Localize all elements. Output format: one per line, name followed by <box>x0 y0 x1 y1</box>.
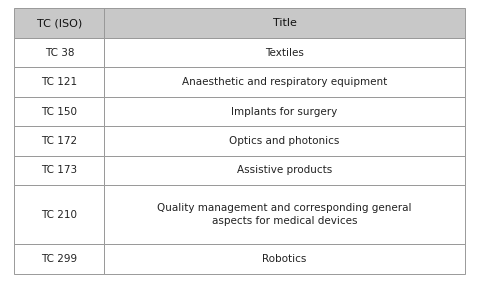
Bar <box>14 244 104 274</box>
Bar <box>104 185 465 244</box>
Text: TC 38: TC 38 <box>45 48 74 58</box>
Bar <box>104 8 465 38</box>
Bar <box>14 67 104 97</box>
Text: Robotics: Robotics <box>262 254 307 264</box>
Bar <box>14 126 104 156</box>
Text: TC 299: TC 299 <box>41 254 78 264</box>
Bar <box>104 97 465 126</box>
Text: Textiles: Textiles <box>265 48 304 58</box>
Bar <box>14 38 104 67</box>
Text: Quality management and corresponding general
aspects for medical devices: Quality management and corresponding gen… <box>157 203 412 226</box>
Bar <box>14 156 104 185</box>
Bar <box>104 244 465 274</box>
Text: Implants for surgery: Implants for surgery <box>231 107 338 116</box>
Bar <box>104 38 465 67</box>
Text: Anaesthetic and respiratory equipment: Anaesthetic and respiratory equipment <box>182 77 387 87</box>
Bar <box>14 185 104 244</box>
Bar <box>104 156 465 185</box>
Text: TC (ISO): TC (ISO) <box>37 18 82 28</box>
Text: Assistive products: Assistive products <box>237 166 332 175</box>
Bar <box>104 126 465 156</box>
Text: TC 121: TC 121 <box>41 77 78 87</box>
Text: TC 172: TC 172 <box>41 136 78 146</box>
Bar <box>104 67 465 97</box>
Bar <box>14 8 104 38</box>
Text: TC 150: TC 150 <box>41 107 78 116</box>
Text: TC 210: TC 210 <box>41 210 78 220</box>
Bar <box>14 97 104 126</box>
Text: Optics and photonics: Optics and photonics <box>229 136 340 146</box>
Text: TC 173: TC 173 <box>41 166 78 175</box>
Text: Title: Title <box>273 18 297 28</box>
